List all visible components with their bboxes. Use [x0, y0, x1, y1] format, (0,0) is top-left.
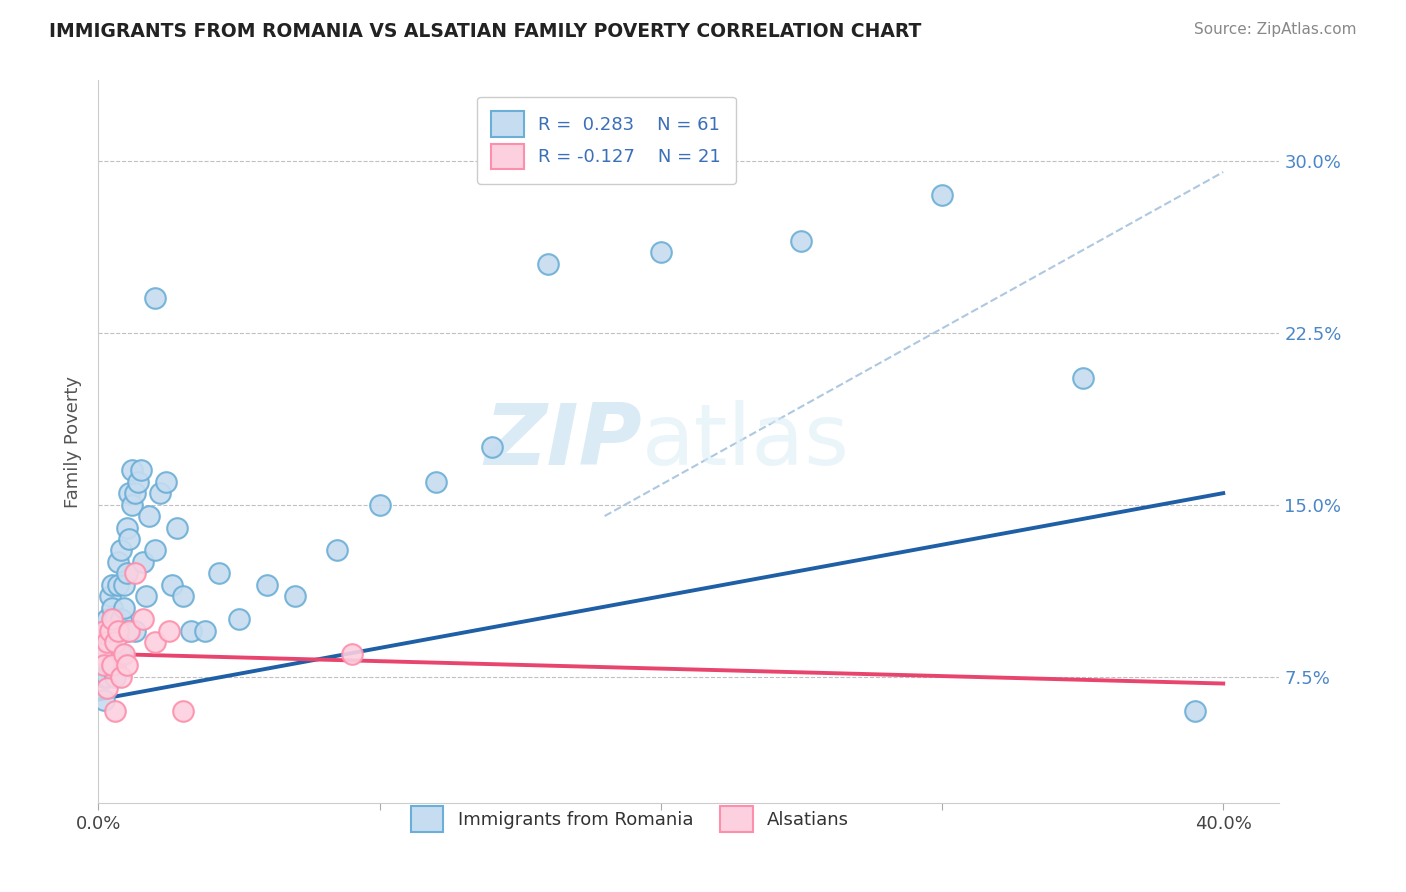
Text: ZIP: ZIP [484, 400, 641, 483]
Point [149, 486, 172, 500]
Point [124, 486, 146, 500]
Point [132, 612, 155, 626]
Point [90, 647, 112, 661]
Point [172, 704, 194, 718]
Point [1071, 371, 1094, 385]
Point [110, 670, 132, 684]
Point [101, 578, 124, 592]
Point [228, 612, 250, 626]
Point [98, 624, 121, 638]
Point [129, 463, 152, 477]
Point [112, 578, 135, 592]
Point [107, 624, 129, 638]
Point [155, 475, 177, 489]
Point [104, 635, 127, 649]
Point [143, 543, 166, 558]
Point [650, 245, 672, 260]
Text: atlas: atlas [641, 400, 849, 483]
Point [143, 291, 166, 305]
Point [1184, 704, 1206, 718]
Point [98, 658, 121, 673]
Legend: Immigrants from Romania, Alsatians: Immigrants from Romania, Alsatians [398, 794, 862, 845]
Point [284, 590, 307, 604]
Point [112, 647, 135, 661]
Point [127, 475, 149, 489]
Point [96, 670, 118, 684]
Point [180, 624, 202, 638]
Point [931, 188, 953, 202]
Point [107, 578, 129, 592]
Point [481, 440, 503, 454]
Point [115, 624, 138, 638]
Point [107, 555, 129, 569]
Point [104, 670, 127, 684]
Point [96, 681, 118, 695]
Point [124, 566, 146, 581]
Point [118, 486, 141, 500]
Point [138, 509, 160, 524]
Point [340, 647, 363, 661]
Point [115, 566, 138, 581]
Point [104, 704, 127, 718]
Point [101, 624, 124, 638]
Point [172, 590, 194, 604]
Point [101, 600, 124, 615]
Point [93, 692, 115, 706]
Point [101, 658, 124, 673]
Point [93, 658, 115, 673]
Point [326, 543, 349, 558]
Point [115, 520, 138, 534]
Point [124, 624, 146, 638]
Point [121, 463, 143, 477]
Point [160, 578, 183, 592]
Y-axis label: Family Poverty: Family Poverty [63, 376, 82, 508]
Point [98, 590, 121, 604]
Point [790, 234, 813, 248]
Point [96, 647, 118, 661]
Point [107, 624, 129, 638]
Point [101, 612, 124, 626]
Point [166, 520, 188, 534]
Point [110, 543, 132, 558]
Point [98, 635, 121, 649]
Point [93, 624, 115, 638]
Point [104, 612, 127, 626]
Point [368, 498, 391, 512]
Point [96, 635, 118, 649]
Point [132, 555, 155, 569]
Point [110, 612, 132, 626]
Point [135, 590, 157, 604]
Text: IMMIGRANTS FROM ROMANIA VS ALSATIAN FAMILY POVERTY CORRELATION CHART: IMMIGRANTS FROM ROMANIA VS ALSATIAN FAMI… [49, 22, 921, 41]
Point [118, 624, 141, 638]
Point [104, 658, 127, 673]
Point [194, 624, 217, 638]
Point [93, 670, 115, 684]
Point [425, 475, 447, 489]
Point [118, 532, 141, 546]
Point [93, 624, 115, 638]
Point [208, 566, 231, 581]
Point [110, 647, 132, 661]
Point [256, 578, 278, 592]
Point [537, 257, 560, 271]
Point [90, 647, 112, 661]
Point [96, 612, 118, 626]
Point [157, 624, 180, 638]
Point [121, 498, 143, 512]
Point [115, 658, 138, 673]
Point [112, 600, 135, 615]
Point [143, 635, 166, 649]
Text: Source: ZipAtlas.com: Source: ZipAtlas.com [1194, 22, 1357, 37]
